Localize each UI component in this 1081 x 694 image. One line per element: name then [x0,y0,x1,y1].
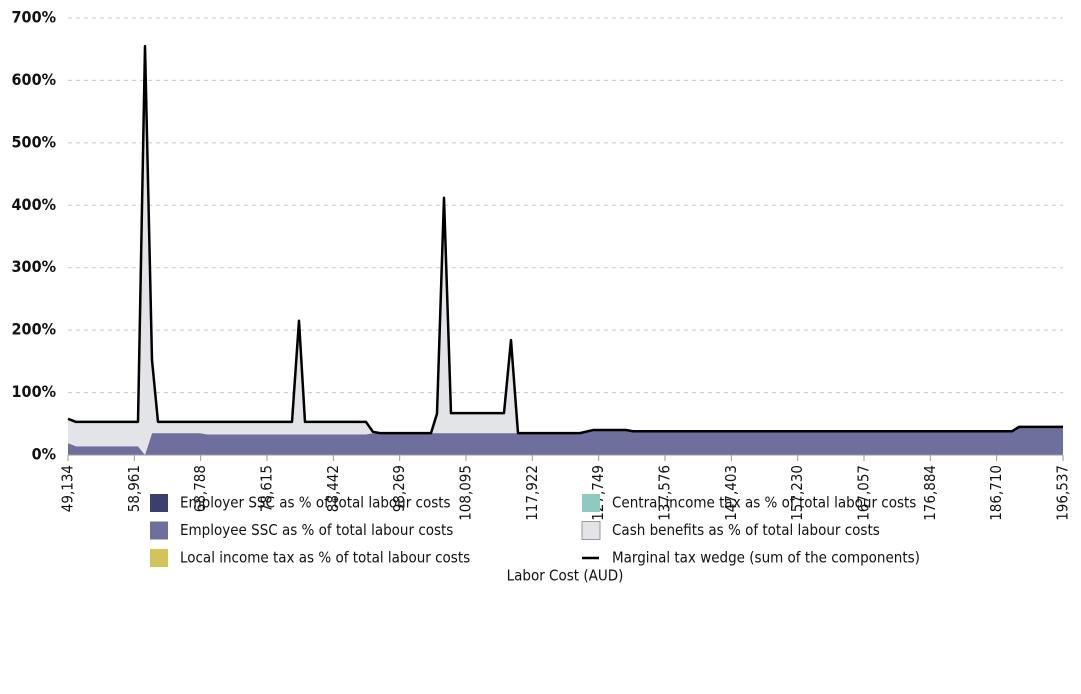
x-tick-label: 186,710 [987,465,1005,521]
legend-label: Marginal tax wedge (sum of the component… [612,549,920,567]
legend-swatch [582,494,600,512]
x-tick-label: 88,442 [324,465,342,512]
x-tick-label: 147,403 [722,465,740,521]
legend-label: Employer SSC as % of total labour costs [180,494,451,512]
y-tick-label: 500% [12,132,56,151]
x-tick-label: 127,749 [589,465,607,521]
x-tick-label: 196,537 [1054,465,1072,521]
x-tick-label: 117,922 [523,465,541,521]
y-tick-label: 600% [12,70,56,89]
y-tick-label: 400% [12,195,56,214]
x-tick-label: 108,095 [456,465,474,521]
area [68,46,1063,455]
x-tick-label: 137,576 [656,465,674,521]
area [68,426,1063,455]
x-axis-title: Labor Cost (AUD) [507,567,624,585]
legend-label: Central income tax as % of total labour … [612,494,916,512]
legend-swatch [150,521,168,540]
x-tick-label: 58,961 [125,465,143,512]
legend-label: Local income tax as % of total labour co… [180,549,470,567]
y-tick-label: 700% [12,8,56,27]
x-tick-label: 176,884 [921,465,939,521]
legend-label: Employee SSC as % of total labour costs [180,521,453,539]
y-tick-label: 200% [12,320,56,339]
x-tick-label: 78,615 [258,465,276,512]
legend-swatch [581,521,601,540]
y-tick-label: 100% [12,382,56,401]
x-tick-label: 49,134 [59,465,77,512]
legend-swatch [150,549,168,567]
x-tick-label: 98,269 [390,465,408,512]
line [67,44,1063,435]
legend-label: Cash benefits as % of total labour costs [612,521,880,539]
y-tick-label: 0% [32,445,56,464]
x-tick-label: 167,057 [855,465,873,521]
legend-swatch [150,494,168,512]
y-tick-label: 300% [12,257,56,276]
x-tick-label: 68,788 [191,465,209,512]
x-tick-label: 157,230 [788,465,806,521]
